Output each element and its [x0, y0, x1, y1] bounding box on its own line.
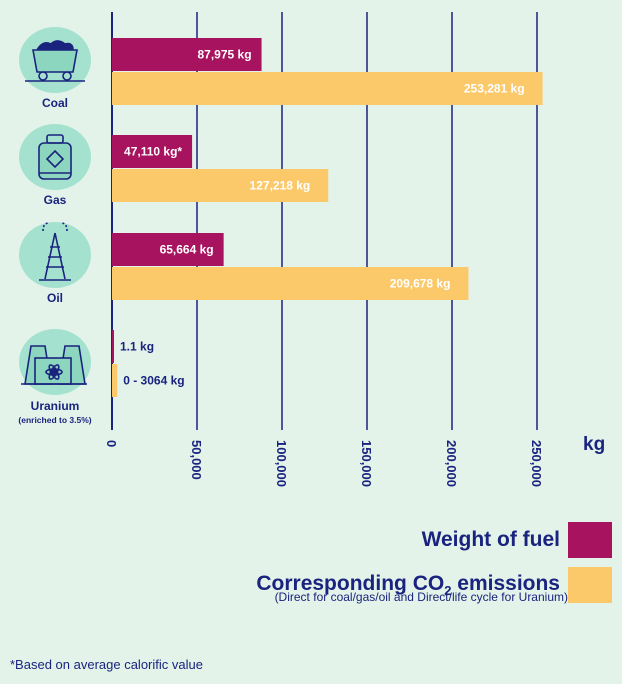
bar-label-weight: 65,664 kg — [160, 243, 214, 257]
legend-weight: Weight of fuel — [422, 522, 612, 558]
x-tick-label: 150,000 — [359, 440, 374, 487]
oil-rig-icon — [39, 222, 71, 281]
bar-co2-uranium — [112, 364, 118, 397]
bar-label-co2: 253,281 kg — [464, 82, 525, 96]
legend-weight-swatch — [568, 522, 612, 558]
bar-weight-uranium — [112, 330, 114, 363]
bar-label-weight: 1.1 kg — [120, 340, 154, 354]
x-tick-label: 100,000 — [274, 440, 289, 487]
bar-co2-oil — [112, 267, 469, 300]
bar-label-weight: 87,975 kg — [198, 48, 252, 62]
category-sublabel: (enriched to 3.5%) — [18, 415, 91, 425]
x-tick-label: 200,000 — [444, 440, 459, 487]
x-tick-label: 250,000 — [529, 440, 544, 487]
bar-label-co2: 209,678 kg — [390, 277, 451, 291]
category-label: Oil — [47, 291, 63, 305]
legend-co2-main: Corresponding CO — [256, 571, 445, 595]
bar-co2-gas — [112, 169, 329, 202]
bar-label-co2: 0 - 3064 kg — [123, 374, 184, 388]
category-label: Coal — [42, 96, 68, 110]
legend-weight-label: Weight of fuel — [421, 528, 560, 551]
legend-co2-end: emissions — [451, 571, 560, 595]
legend-co2-label: Corresponding CO2 emissions — [256, 572, 560, 598]
category-label: Gas — [44, 193, 67, 207]
legend-co2-swatch — [568, 567, 612, 603]
icon-background — [19, 222, 91, 288]
bar-label-weight: 47,110 kg* — [124, 145, 182, 159]
footnote: *Based on average calorific value — [10, 657, 203, 672]
bar-co2-coal — [112, 72, 543, 105]
bar-weight-gas — [112, 135, 193, 168]
coal-cart-icon — [25, 40, 85, 82]
bar-label-co2: 127,218 kg — [250, 179, 311, 193]
x-unit-label: kg — [583, 434, 605, 455]
x-tick-label: 50,000 — [189, 440, 204, 480]
category-label: Uranium — [31, 399, 80, 413]
gas-cylinder-icon — [38, 134, 72, 180]
nuclear-plant-icon — [21, 345, 87, 385]
bar-weight-oil — [112, 233, 224, 266]
legend-co2: Corresponding CO2 emissions — [256, 567, 612, 603]
bar-weight-coal — [112, 38, 262, 71]
bar-chart: 0 50,000 100,000 150,000 200,000 250,000 kg 87,… — [18, 12, 605, 487]
legend-co2-sub: 2 — [444, 583, 452, 599]
legend-co2-note: (Direct for coal/gas/oil and Direct/life… — [274, 590, 568, 604]
x-tick-label: 0 — [104, 440, 119, 447]
